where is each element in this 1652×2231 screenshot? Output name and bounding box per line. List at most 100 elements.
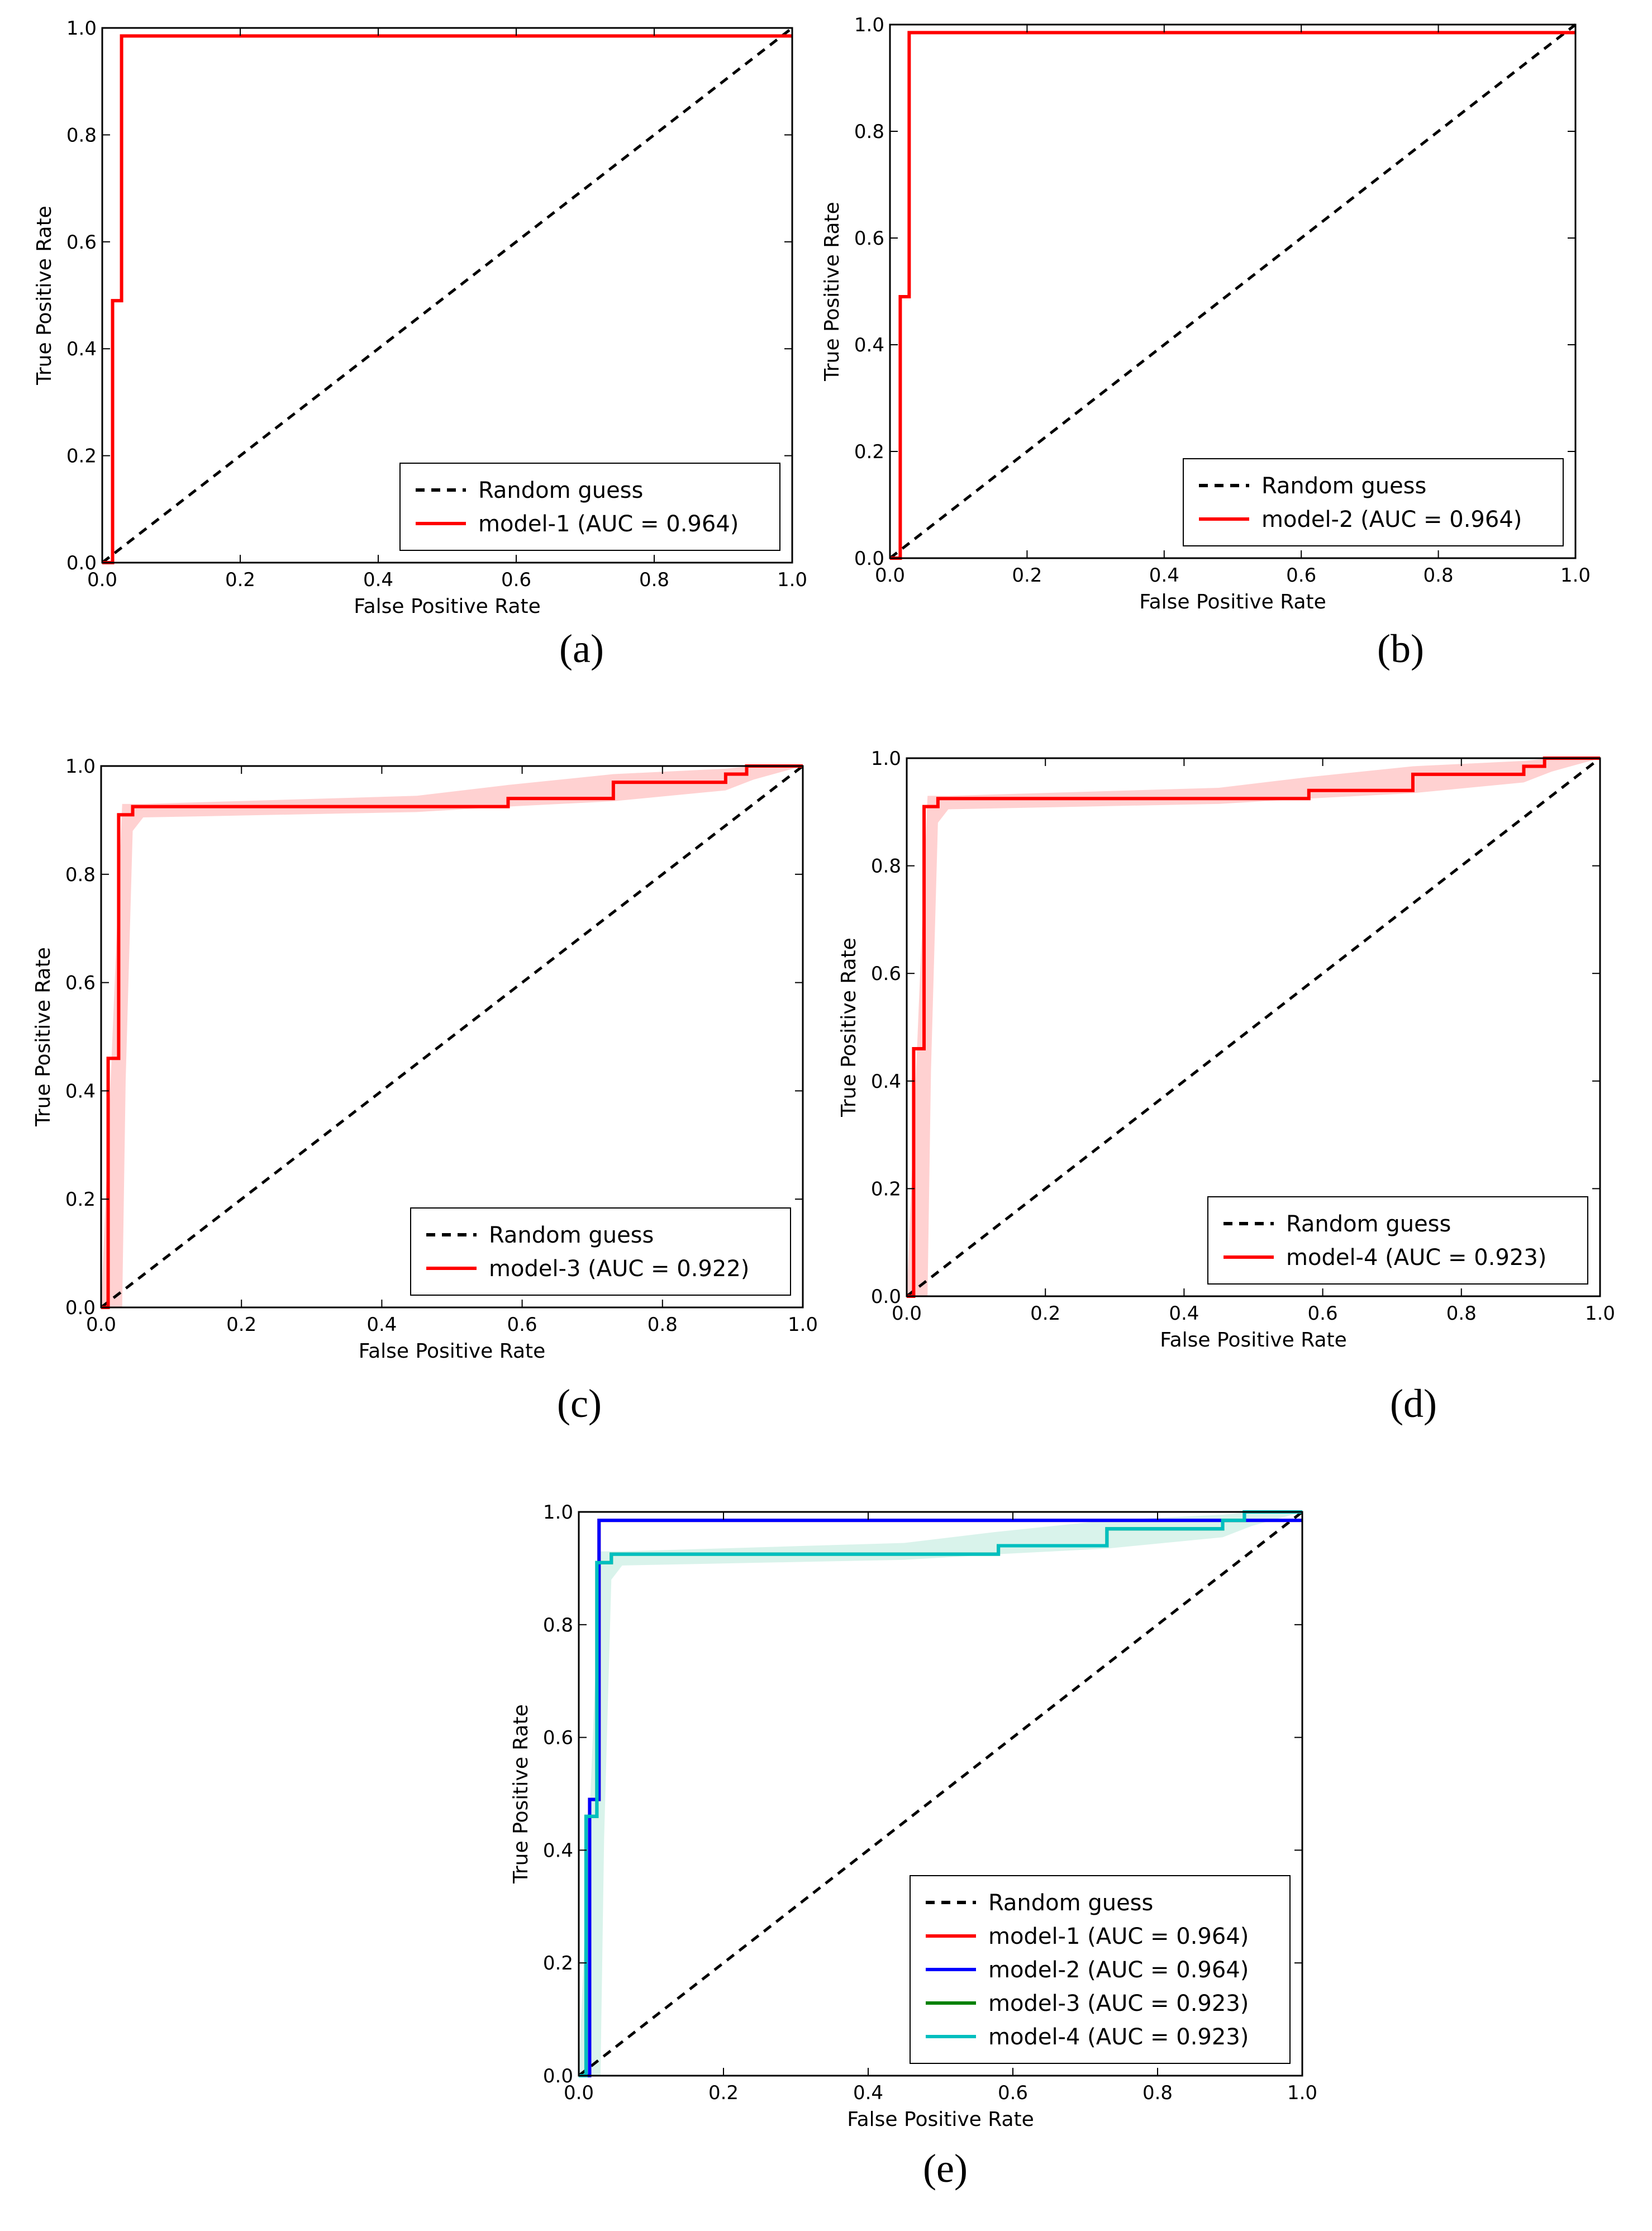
plot-frame-a [101,27,793,564]
roc-panel-e: 0.0 0.2 0.4 0.6 0.8 1.0 0.0 0.2 0.4 0.6 0.8 1.0 Fals… [510,1501,1317,2131]
x-tick-label-e-1: 0.2 [708,2082,739,2104]
x-tick-label-d-0: 0.0 [892,1302,922,1325]
x-axis-title-d: False Positive Rate [1160,1329,1347,1352]
legend-label-c-1: model-3 (AUC = 0.922) [489,1256,749,1282]
random-guess-line-d-0 [906,757,1601,1297]
x-axis-title-c: False Positive Rate [359,1340,546,1363]
plot-frame-c [100,765,804,1309]
roc-panel-b: 0.0 0.2 0.4 0.6 0.8 1.0 0.0 0.2 0.4 0.6 0.8 1.0 Fals… [821,14,1591,613]
y-tick-label-a-1: 0.2 [66,445,97,468]
x-tick-label-b-1: 0.2 [1012,564,1042,587]
legend-box-d [1207,1196,1588,1285]
x-axis-title-e: False Positive Rate [847,2108,1034,2131]
y-tick-label-c-4: 0.8 [65,864,96,886]
y-tick-label-e-4: 0.8 [543,1614,573,1637]
x-axis-title-b: False Positive Rate [1139,591,1326,613]
x-tick-label-b-0: 0.0 [875,564,905,587]
x-tick-label-c-4: 0.8 [648,1314,678,1336]
x-tick-label-c-2: 0.4 [366,1314,397,1336]
y-tick-label-e-0: 0.0 [543,2065,573,2087]
y-tick-label-b-5: 1.0 [854,14,884,36]
y-tick-label-d-0: 0.0 [871,1286,901,1308]
legend-box-b [1183,458,1564,546]
legend-label-e-2: model-2 (AUC = 0.964) [988,1957,1249,1983]
y-tick-label-c-5: 1.0 [65,755,96,778]
legend-label-e-0: Random guess [988,1890,1153,1916]
x-tick-label-a-1: 0.2 [225,569,255,591]
legend-label-e-3: model-3 (AUC = 0.923) [988,1991,1249,2016]
x-tick-label-d-1: 0.2 [1030,1302,1060,1325]
y-axis-title-c: True Positive Rate [32,947,55,1127]
y-tick-label-b-1: 0.2 [854,441,884,463]
roc-panel-d: 0.0 0.2 0.4 0.6 0.8 1.0 0.0 0.2 0.4 0.6 0.8 1.0 Fals… [837,748,1615,1352]
y-axis-title-b: True Positive Rate [821,202,844,382]
x-tick-label-b-4: 0.8 [1424,564,1454,587]
x-tick-label-d-2: 0.4 [1169,1302,1199,1325]
random-guess-line-e-0 [578,1511,1303,2077]
y-tick-label-c-0: 0.0 [65,1297,96,1319]
x-tick-label-a-4: 0.8 [639,569,669,591]
y-tick-label-b-3: 0.6 [854,227,884,250]
x-tick-label-d-4: 0.8 [1446,1302,1477,1325]
y-tick-label-d-5: 1.0 [871,748,901,770]
y-tick-label-b-4: 0.8 [854,121,884,143]
x-tick-label-c-5: 1.0 [788,1314,818,1336]
x-tick-label-e-3: 0.6 [998,2082,1028,2104]
x-tick-label-e-0: 0.0 [564,2082,594,2104]
y-tick-label-c-2: 0.4 [65,1080,96,1102]
roc-curve-d-1 [907,757,1600,1298]
x-tick-label-d-5: 1.0 [1585,1302,1615,1325]
legend-label-e-4: model-4 (AUC = 0.923) [988,2024,1249,2050]
x-tick-label-a-0: 0.0 [87,569,117,591]
panel-caption-d: (d) [1390,1381,1437,1426]
y-tick-label-a-5: 1.0 [66,17,97,40]
x-tick-label-a-3: 0.6 [501,569,531,591]
roc-panel-c: 0.0 0.2 0.4 0.6 0.8 1.0 0.0 0.2 0.4 0.6 0.8 1.0 Fals… [32,755,818,1363]
y-tick-label-b-0: 0.0 [854,548,884,570]
random-guess-line-a-0 [101,27,793,564]
legend-label-a-1: model-1 (AUC = 0.964) [478,511,739,537]
y-tick-label-a-3: 0.6 [66,231,97,254]
legend-box-a [399,463,780,551]
y-tick-label-b-2: 0.4 [854,334,884,356]
random-guess-line-c-0 [100,765,804,1309]
y-axis-title-e: True Positive Rate [510,1704,532,1884]
x-tick-label-e-4: 0.8 [1142,2082,1173,2104]
y-tick-label-d-4: 0.8 [871,855,901,878]
y-tick-label-c-1: 0.2 [65,1188,96,1211]
y-tick-label-e-2: 0.4 [543,1839,573,1862]
x-tick-label-b-3: 0.6 [1286,564,1316,587]
legend-label-b-1: model-2 (AUC = 0.964) [1261,507,1522,532]
y-tick-label-c-3: 0.6 [65,972,96,995]
x-tick-label-c-3: 0.6 [507,1314,537,1336]
x-axis-title-a: False Positive Rate [354,595,541,618]
y-tick-label-d-2: 0.4 [871,1071,901,1093]
y-tick-label-d-3: 0.6 [871,963,901,985]
roc-panel-a: 0.0 0.2 0.4 0.6 0.8 1.0 0.0 0.2 0.4 0.6 0.8 1.0 Fals… [33,17,807,618]
y-tick-label-a-4: 0.8 [66,124,97,146]
y-tick-label-e-5: 1.0 [543,1501,573,1524]
plot-frame-b [889,23,1577,559]
y-tick-label-e-1: 0.2 [543,1952,573,1975]
x-tick-label-d-3: 0.6 [1308,1302,1338,1325]
roc-curve-c-1 [101,764,803,1309]
y-tick-label-a-2: 0.4 [66,338,97,360]
plot-frame-d [906,757,1601,1297]
y-axis-title-d: True Positive Rate [837,938,860,1117]
legend-label-d-0: Random guess [1286,1211,1451,1237]
x-tick-label-e-5: 1.0 [1287,2082,1317,2104]
x-tick-label-c-1: 0.2 [226,1314,256,1336]
x-tick-label-a-5: 1.0 [777,569,807,591]
y-tick-label-a-0: 0.0 [66,552,97,574]
y-tick-label-e-3: 0.6 [543,1727,573,1749]
roc-curve-e-4 [579,1510,1302,2077]
x-tick-label-a-2: 0.4 [363,569,393,591]
y-axis-title-a: True Positive Rate [33,206,56,386]
legend-box-c [410,1207,791,1296]
x-tick-label-c-0: 0.0 [86,1314,116,1336]
legend-label-c-0: Random guess [489,1222,654,1248]
random-guess-line-b-0 [889,23,1577,559]
x-tick-label-e-2: 0.4 [853,2082,883,2104]
panel-caption-c: (c) [557,1381,602,1426]
